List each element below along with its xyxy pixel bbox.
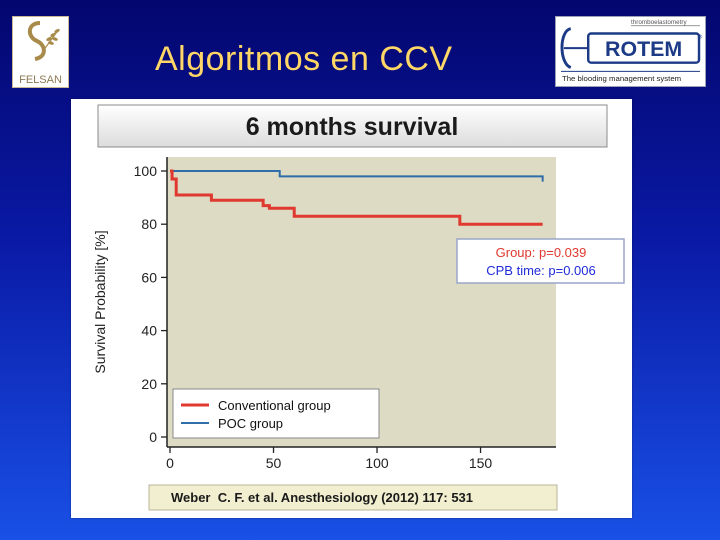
felsan-logo-text: FELSAN	[19, 74, 62, 86]
stats-box	[456, 238, 625, 284]
legend-box	[172, 388, 380, 439]
citation-text: Weber C. F. et al. Anesthesiology (2012)…	[171, 490, 473, 505]
y-tick-label: 0	[149, 429, 157, 445]
legend-label-conventional: Conventional group	[218, 398, 331, 413]
x-tick-label: 150	[469, 455, 493, 471]
rotem-logo: thromboelastometry ROTEM ® The blooding …	[555, 16, 706, 87]
series-line-conventional	[170, 169, 543, 226]
stats-line-cpb: CPB time: p=0.006	[486, 263, 595, 278]
y-tick-label: 40	[141, 323, 157, 339]
felsan-logo: FELSAN	[12, 16, 69, 88]
figure-header-box	[97, 104, 608, 148]
y-tick-label: 100	[134, 163, 158, 179]
x-tick-label: 50	[266, 455, 282, 471]
y-tick-label: 20	[141, 376, 157, 392]
y-tick-label: 80	[141, 216, 157, 232]
x-tick-label: 100	[365, 455, 389, 471]
survival-figure: 6 months survival 0 20 40 60 80 100 0 50 100 150…	[92, 104, 625, 511]
y-axis-label: Survival Probability [%]	[92, 230, 108, 373]
citation-box	[148, 484, 558, 511]
stats-line-group: Group: p=0.039	[496, 245, 587, 260]
figure-panel: 6 months survival 0 20 40 60 80 100 0 50 100 150…	[71, 99, 632, 518]
legend-label-poc: POC group	[218, 416, 283, 431]
y-tick-label: 60	[141, 269, 157, 285]
x-tick-label: 0	[166, 455, 174, 471]
rotem-registered-mark: ®	[698, 33, 703, 40]
series-line-poc	[170, 170, 544, 182]
slide-title: Algoritmos en CCV	[155, 40, 453, 78]
figure-header-text: 6 months survival	[246, 113, 459, 141]
rotem-tagline: The blooding management system	[562, 74, 681, 83]
rotem-brand: ROTEM	[605, 37, 682, 61]
rotem-top-text: thromboelastometry	[631, 19, 687, 26]
